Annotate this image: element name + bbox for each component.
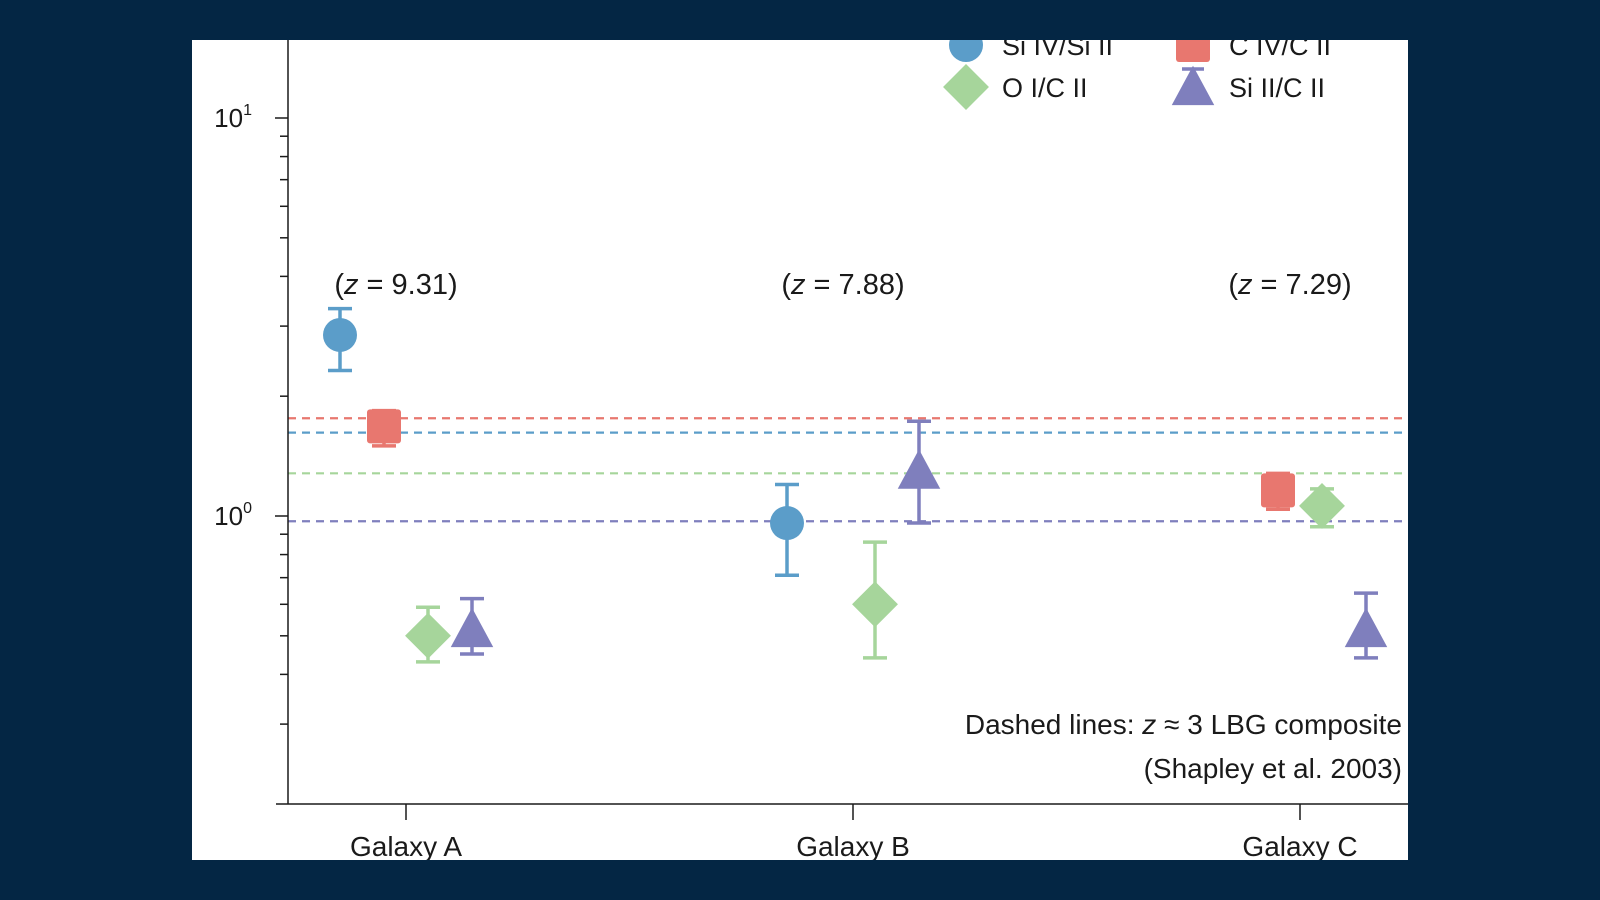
- x-tick-label: Galaxy B: [796, 831, 910, 860]
- data-point-circle: [323, 317, 357, 352]
- y-tick-label: 100: [214, 500, 252, 531]
- annotation-line2: (Shapley et al. 2003): [1144, 753, 1402, 784]
- data-point-square: [1261, 473, 1295, 508]
- data-point-diamond: [1299, 482, 1345, 529]
- legend-label: O I/C II: [1002, 73, 1088, 103]
- legend-marker: [1176, 40, 1210, 62]
- data-point-square: [367, 409, 401, 444]
- x-tick-label: Galaxy C: [1242, 831, 1357, 860]
- data-point-triangle: [450, 607, 494, 648]
- y-tick-label: 101: [214, 102, 252, 133]
- data-point-triangle: [897, 449, 941, 489]
- redshift-label: (z = 9.31): [334, 269, 457, 301]
- x-tick-label: Galaxy A: [350, 831, 462, 860]
- x-ticks: Galaxy A Galaxy B Galaxy C: [350, 804, 1358, 860]
- legend-label: Si II/C II: [1229, 73, 1325, 103]
- redshift-label: (z = 7.29): [1228, 269, 1351, 301]
- data-point-circle: [770, 506, 804, 541]
- redshift-label: (z = 7.88): [781, 269, 904, 301]
- redshift-labels: (z = 9.31) (z = 7.88) (z = 7.29): [334, 269, 1351, 301]
- chart: 101 100 Galaxy A Galaxy B Galaxy C (z = 9.3…: [214, 40, 1408, 860]
- legend: Si IV/Si II C IV/C II O I/C II Si II/C II: [943, 40, 1331, 110]
- y-ticks: 101 100: [214, 102, 288, 725]
- data-point-triangle: [1344, 607, 1388, 648]
- annotation-line1: Dashed lines: z ≈ 3 LBG composite: [965, 709, 1402, 740]
- data-point-diamond: [852, 581, 898, 628]
- reference-lines: [288, 417, 1408, 523]
- legend-marker: [943, 64, 989, 110]
- axes: [276, 40, 1408, 805]
- legend-marker: [949, 40, 983, 62]
- legend-marker: [1171, 65, 1215, 106]
- chart-panel: 101 100 Galaxy A Galaxy B Galaxy C (z = 9.3…: [192, 40, 1408, 860]
- data-points: [323, 306, 1388, 664]
- legend-label: C IV/C II: [1229, 40, 1331, 61]
- legend-label: Si IV/Si II: [1002, 40, 1113, 61]
- data-point-diamond: [405, 612, 451, 659]
